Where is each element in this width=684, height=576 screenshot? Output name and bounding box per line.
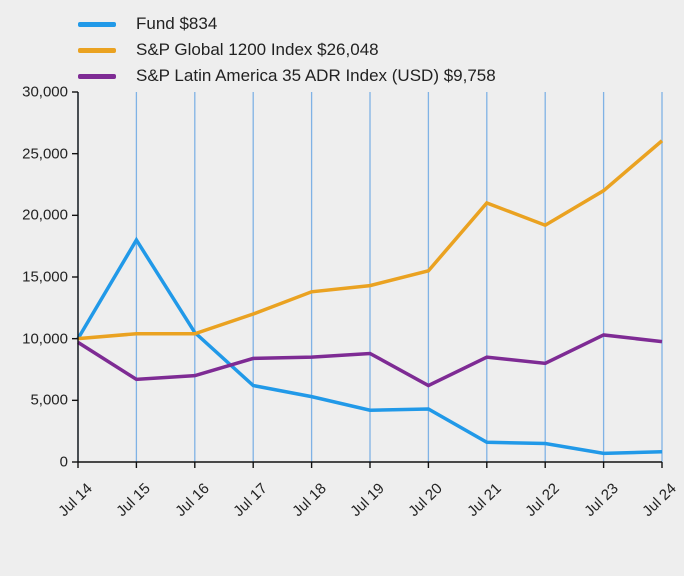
x-tick-label: Jul 20	[406, 480, 447, 520]
y-tick-label: 25,000	[8, 145, 68, 162]
legend-label: S&P Global 1200 Index $26,048	[136, 40, 379, 60]
y-tick-label: 10,000	[8, 330, 68, 347]
plot-area: 05,00010,00015,00020,00025,00030,000Jul …	[22, 92, 662, 512]
x-tick-label: Jul 19	[347, 480, 388, 520]
x-tick-label: Jul 24	[639, 480, 680, 520]
x-tick-label: Jul 22	[522, 480, 563, 520]
plot-svg	[78, 92, 662, 462]
legend-label: Fund $834	[136, 14, 217, 34]
x-tick-label: Jul 21	[464, 480, 505, 520]
y-tick-label: 20,000	[8, 207, 68, 224]
legend-swatch	[78, 74, 116, 79]
legend: Fund $834 S&P Global 1200 Index $26,048 …	[78, 14, 666, 86]
x-tick-label: Jul 18	[289, 480, 330, 520]
x-tick-label: Jul 16	[172, 480, 213, 520]
legend-swatch	[78, 48, 116, 53]
x-tick-label: Jul 15	[114, 480, 155, 520]
legend-item: S&P Latin America 35 ADR Index (USD) $9,…	[78, 66, 666, 86]
x-tick-label: Jul 17	[230, 480, 271, 520]
legend-item: Fund $834	[78, 14, 666, 34]
y-tick-label: 30,000	[8, 84, 68, 101]
x-tick-label: Jul 14	[55, 480, 96, 520]
y-tick-label: 15,000	[8, 269, 68, 286]
y-tick-label: 5,000	[8, 392, 68, 409]
x-tick-label: Jul 23	[581, 480, 622, 520]
legend-swatch	[78, 22, 116, 27]
line-chart: Fund $834 S&P Global 1200 Index $26,048 …	[0, 0, 684, 576]
y-tick-label: 0	[8, 454, 68, 471]
legend-item: S&P Global 1200 Index $26,048	[78, 40, 666, 60]
legend-label: S&P Latin America 35 ADR Index (USD) $9,…	[136, 66, 496, 86]
